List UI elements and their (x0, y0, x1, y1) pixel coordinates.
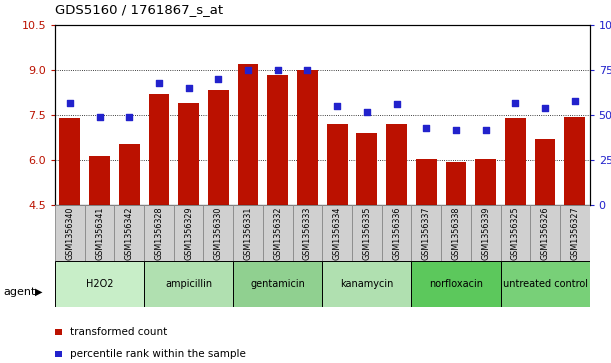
Text: GSM1356340: GSM1356340 (65, 207, 75, 260)
Bar (297, 70, 318, 205)
Text: GSM1356335: GSM1356335 (362, 207, 371, 260)
Bar (411, 205, 441, 261)
Bar (59, 118, 80, 205)
Bar (500, 205, 530, 261)
Bar (323, 261, 411, 307)
Bar (356, 133, 377, 205)
Text: GSM1356327: GSM1356327 (570, 207, 579, 260)
Bar (500, 261, 590, 307)
Text: GSM1356341: GSM1356341 (95, 207, 104, 260)
Text: untreated control: untreated control (503, 279, 588, 289)
Point (362, 109, 371, 115)
Bar (475, 159, 496, 205)
Bar (327, 124, 348, 205)
Point (243, 68, 253, 73)
Text: GSM1356336: GSM1356336 (392, 207, 401, 260)
Point (332, 103, 342, 109)
Bar (119, 144, 140, 205)
Text: GSM1356337: GSM1356337 (422, 207, 431, 260)
Bar (268, 75, 288, 205)
Bar (178, 103, 199, 205)
Bar (471, 205, 500, 261)
Point (540, 105, 550, 111)
Bar (114, 205, 144, 261)
Bar (85, 205, 114, 261)
Text: GSM1356329: GSM1356329 (184, 207, 193, 260)
Bar (560, 205, 590, 261)
Text: GSM1356331: GSM1356331 (244, 207, 252, 260)
Bar (505, 118, 525, 205)
Bar (144, 205, 174, 261)
Point (213, 77, 223, 82)
Text: H2O2: H2O2 (86, 279, 113, 289)
Text: GSM1356339: GSM1356339 (481, 207, 490, 260)
Point (95, 114, 104, 120)
Bar (382, 205, 411, 261)
Bar (565, 117, 585, 205)
Bar (416, 159, 437, 205)
Point (510, 100, 520, 106)
Bar (445, 162, 466, 205)
Text: GSM1356328: GSM1356328 (155, 207, 164, 260)
Bar (411, 261, 500, 307)
Point (65, 100, 75, 106)
Text: percentile rank within the sample: percentile rank within the sample (70, 349, 246, 359)
Bar (352, 205, 382, 261)
Point (125, 114, 134, 120)
Point (273, 68, 283, 73)
Bar (233, 261, 323, 307)
Point (302, 68, 312, 73)
Point (154, 80, 164, 86)
Bar (323, 205, 352, 261)
Bar (535, 139, 555, 205)
Bar (144, 261, 233, 307)
Text: ▶: ▶ (35, 287, 42, 297)
Text: ampicillin: ampicillin (165, 279, 212, 289)
Text: transformed count: transformed count (70, 327, 167, 337)
Text: GSM1356342: GSM1356342 (125, 207, 134, 260)
Point (422, 125, 431, 131)
Text: GSM1356334: GSM1356334 (332, 207, 342, 260)
Text: agent: agent (3, 287, 35, 297)
Point (184, 85, 194, 91)
Text: GSM1356333: GSM1356333 (303, 207, 312, 260)
Bar (203, 205, 233, 261)
Bar (386, 124, 407, 205)
Bar (208, 90, 229, 205)
Bar (238, 64, 258, 205)
Point (392, 102, 401, 107)
Text: GDS5160 / 1761867_s_at: GDS5160 / 1761867_s_at (55, 3, 223, 16)
Text: GSM1356332: GSM1356332 (273, 207, 282, 260)
Point (481, 127, 491, 132)
Bar (89, 156, 110, 205)
Text: GSM1356325: GSM1356325 (511, 207, 520, 260)
Text: norfloxacin: norfloxacin (429, 279, 483, 289)
Text: kanamycin: kanamycin (340, 279, 393, 289)
Point (570, 98, 580, 104)
Bar (55, 205, 85, 261)
Bar (174, 205, 203, 261)
Point (451, 127, 461, 132)
Text: GSM1356326: GSM1356326 (541, 207, 549, 260)
Bar (441, 205, 471, 261)
Bar (263, 205, 293, 261)
Bar (530, 205, 560, 261)
Bar (55, 261, 144, 307)
Bar (233, 205, 263, 261)
Bar (148, 94, 169, 205)
Text: GSM1356330: GSM1356330 (214, 207, 223, 260)
Text: GSM1356338: GSM1356338 (452, 207, 461, 260)
Text: gentamicin: gentamicin (251, 279, 305, 289)
Bar (293, 205, 323, 261)
